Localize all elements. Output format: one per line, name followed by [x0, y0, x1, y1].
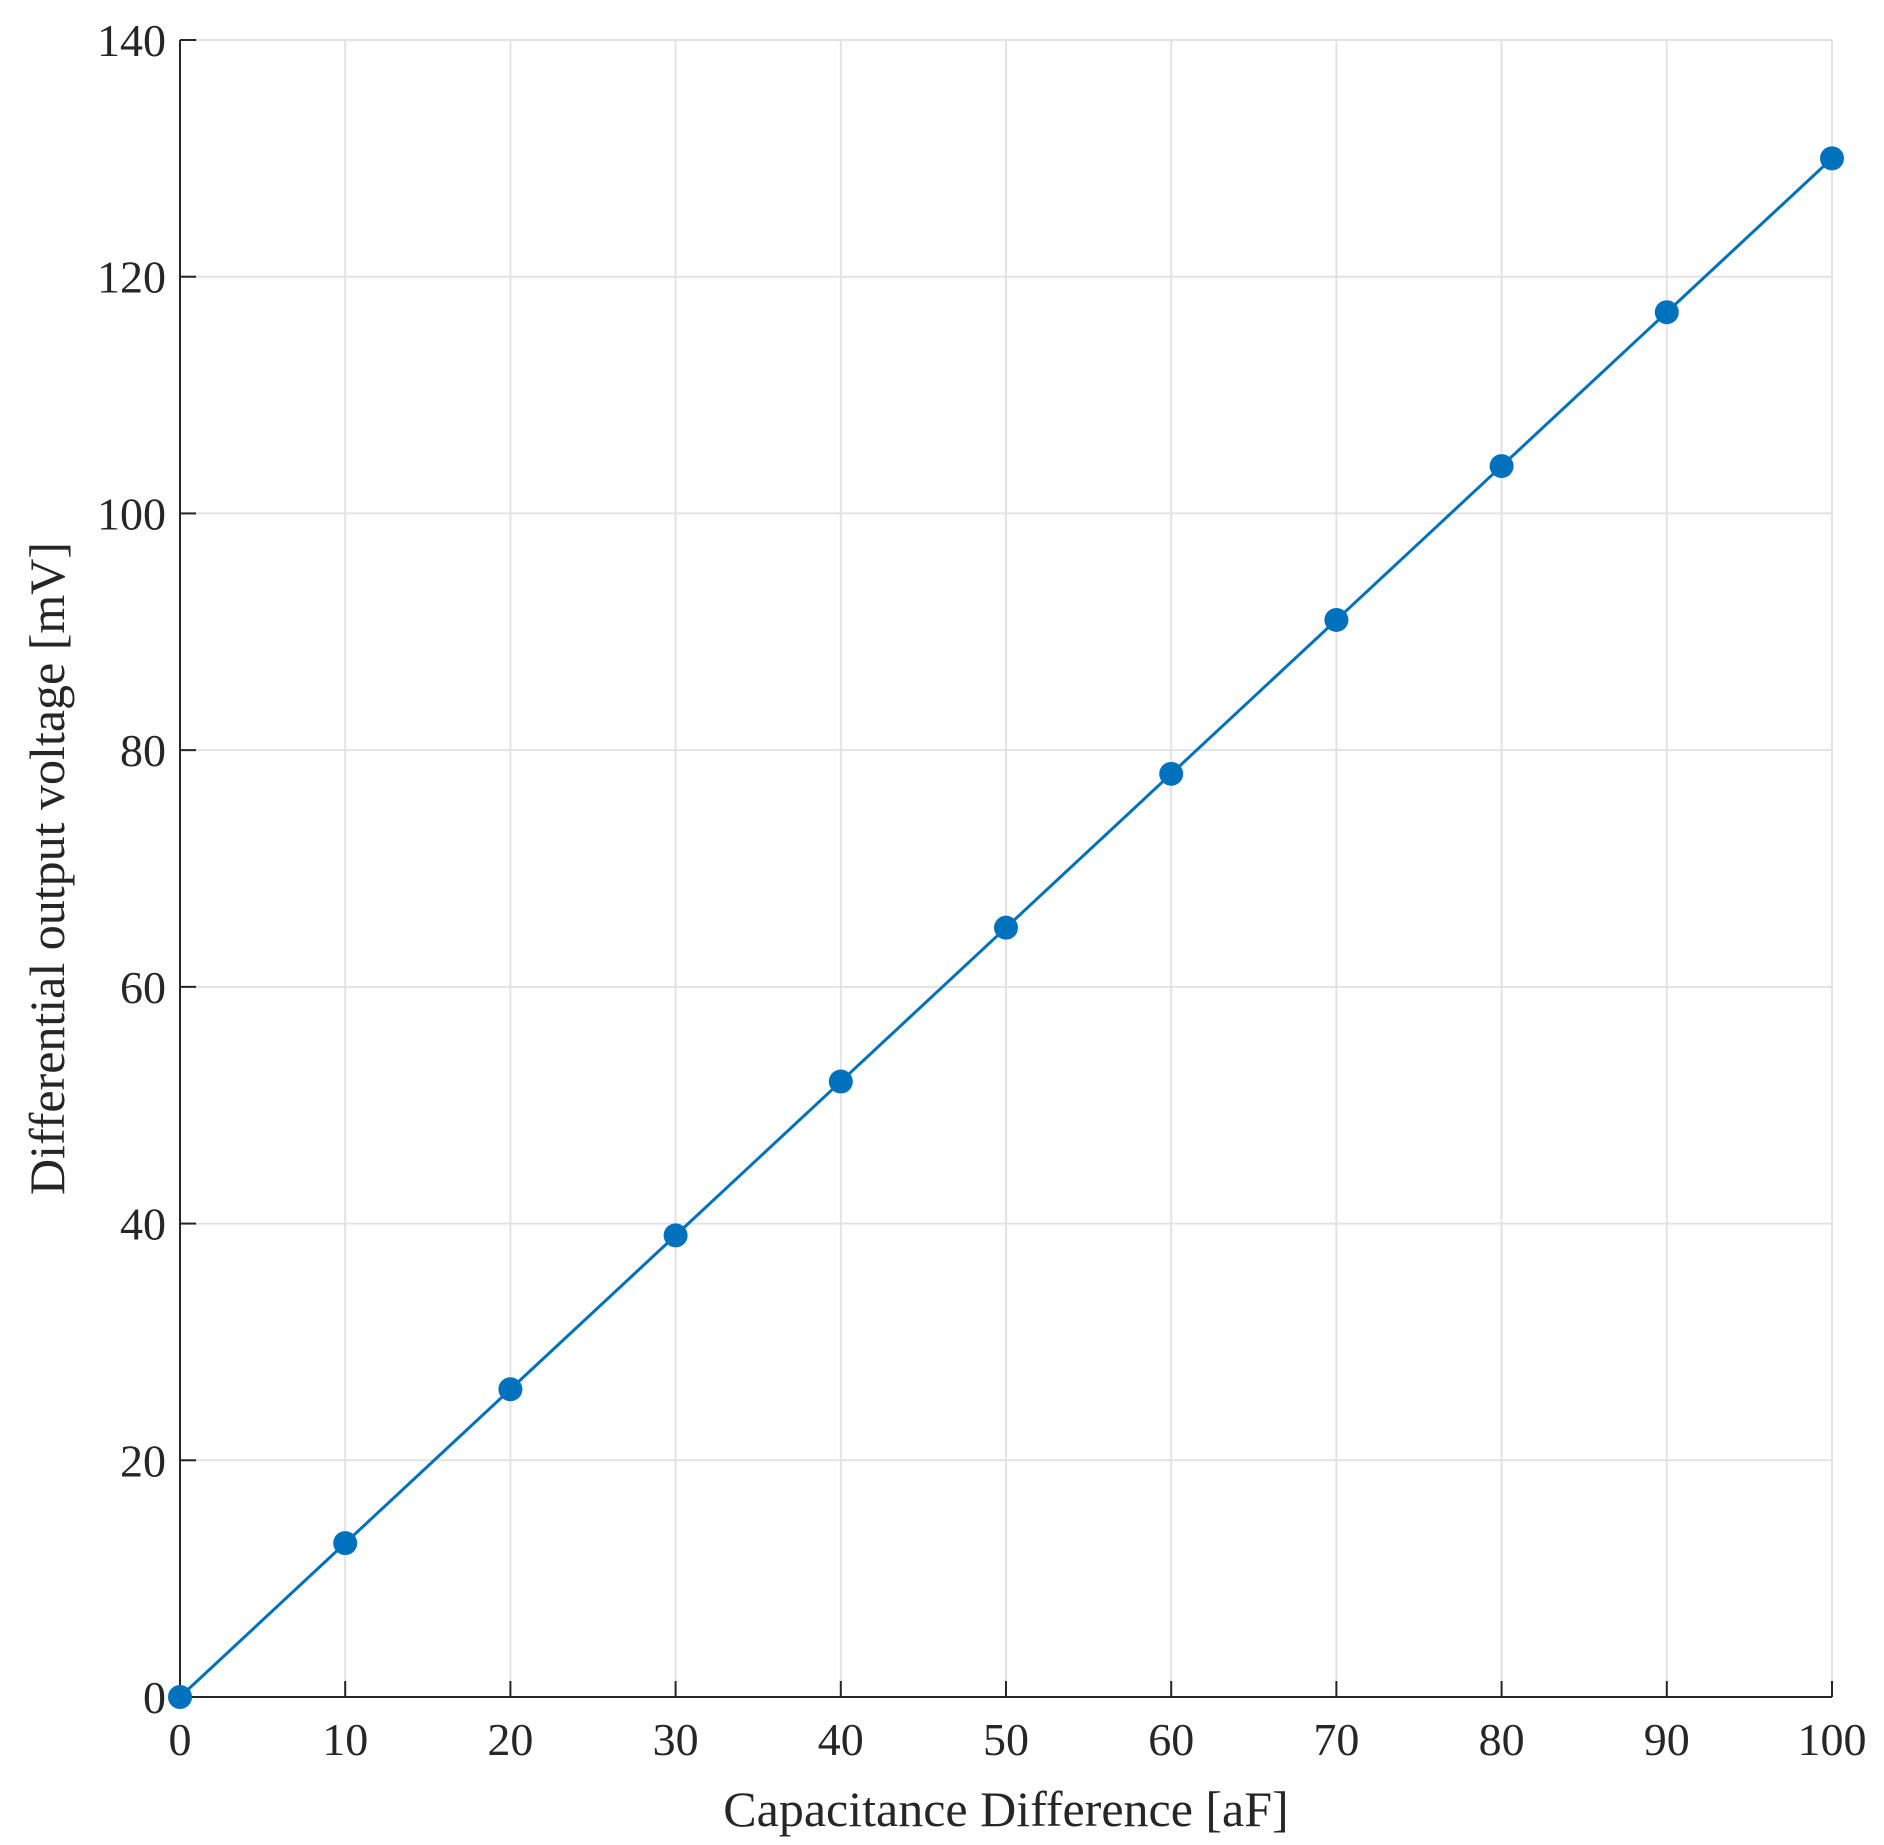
x-tick-label: 80 [1479, 1714, 1525, 1765]
y-tick-label: 40 [120, 1199, 166, 1250]
x-tick-label: 20 [487, 1714, 533, 1765]
x-tick-label: 100 [1798, 1714, 1867, 1765]
x-tick-label: 40 [818, 1714, 864, 1765]
x-tick-label: 60 [1148, 1714, 1194, 1765]
axes [179, 39, 1833, 1698]
x-axis-label: Capacitance Difference [aF] [723, 1781, 1288, 1837]
data-point [994, 915, 1018, 940]
data-point [828, 1069, 853, 1094]
y-tick-label: 120 [97, 252, 166, 303]
data-point [333, 1531, 358, 1556]
data-point [168, 1685, 192, 1709]
x-tick-label: 0 [169, 1714, 192, 1765]
x-tick-label: 30 [653, 1714, 699, 1765]
x-tick-label: 50 [983, 1714, 1029, 1765]
data-point [498, 1377, 523, 1402]
y-tick-label: 0 [143, 1672, 166, 1723]
x-tick-label: 70 [1313, 1714, 1359, 1765]
data-point [1324, 607, 1349, 632]
data-point [1654, 300, 1679, 325]
x-tick-label: 90 [1644, 1714, 1690, 1765]
y-tick-label: 60 [120, 962, 166, 1013]
data-point [663, 1223, 688, 1248]
data-point [1489, 454, 1514, 479]
y-tick-label: 100 [97, 488, 166, 539]
y-tick-label: 140 [97, 15, 166, 66]
data-point [1820, 146, 1844, 171]
data-point [1159, 761, 1184, 786]
y-tick-label: 80 [120, 725, 166, 776]
tick-labels: 0 10 20 30 40 50 60 70 80 90 100 0 20 40 60 80 100 120 140 [97, 15, 1867, 1765]
x-tick-label: 10 [322, 1714, 368, 1765]
y-tick-label: 20 [120, 1435, 166, 1486]
data-series [168, 146, 1844, 1709]
grid [180, 39, 1833, 1697]
y-axis-label: Differential output voltage [mV] [19, 542, 75, 1195]
